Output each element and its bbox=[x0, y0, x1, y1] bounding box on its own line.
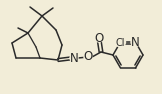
Circle shape bbox=[84, 53, 92, 61]
Text: N: N bbox=[70, 52, 78, 64]
Text: N: N bbox=[131, 36, 140, 49]
Circle shape bbox=[131, 38, 140, 47]
Text: O: O bbox=[94, 31, 104, 44]
Text: Cl: Cl bbox=[116, 38, 125, 48]
Circle shape bbox=[70, 54, 78, 62]
Circle shape bbox=[116, 37, 126, 47]
Circle shape bbox=[95, 34, 103, 42]
Text: O: O bbox=[83, 50, 93, 64]
